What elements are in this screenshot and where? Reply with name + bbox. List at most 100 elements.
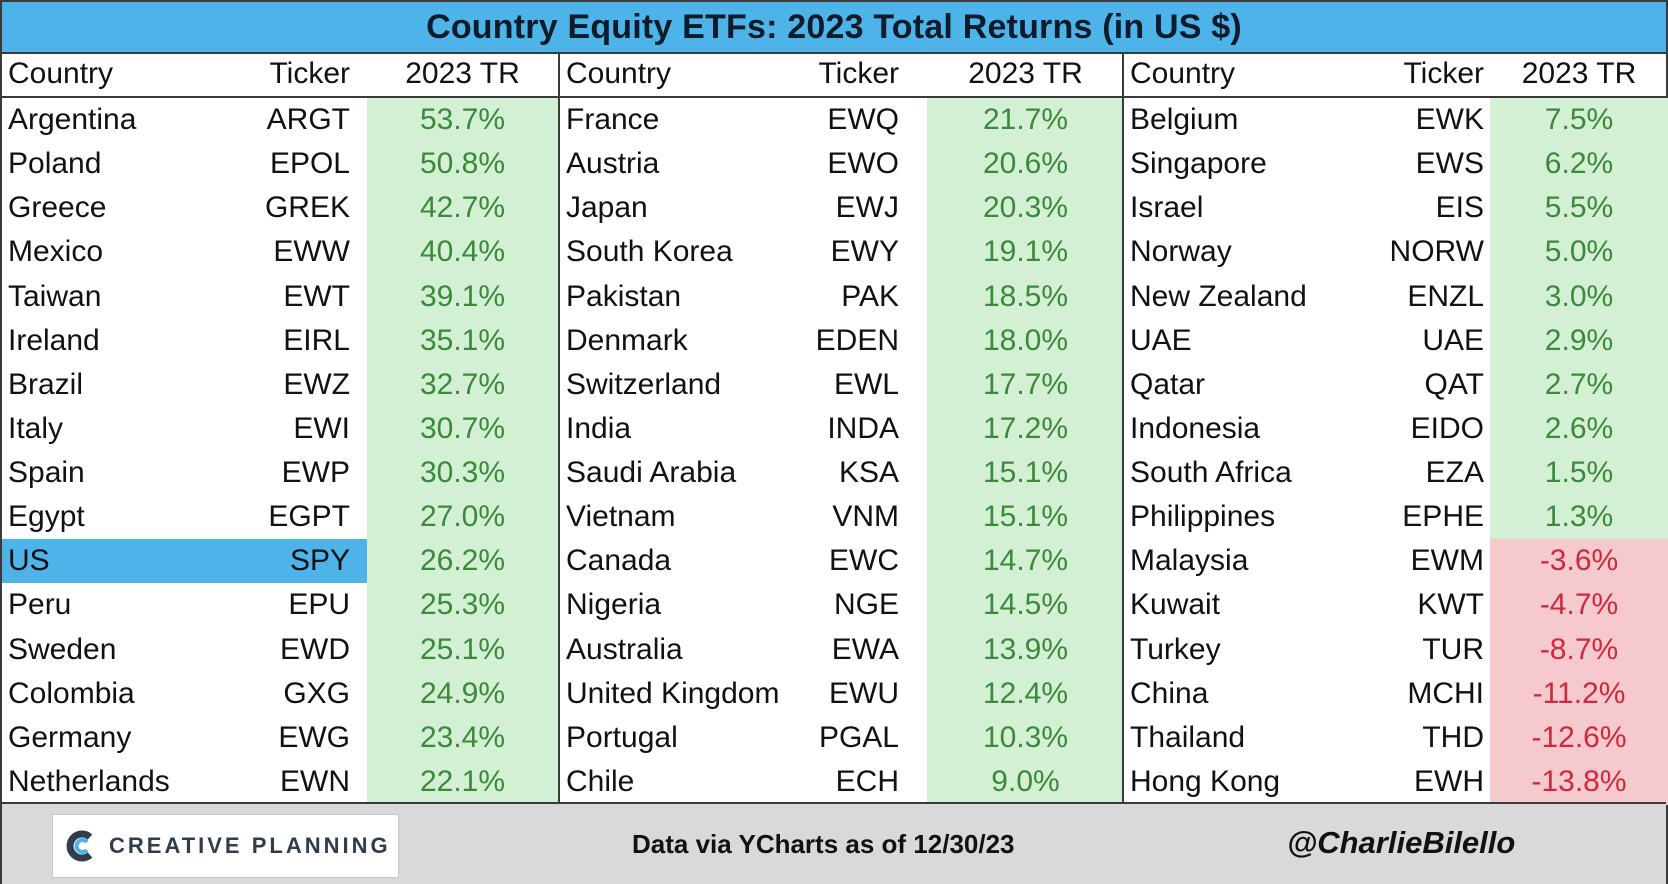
return-value: 7.5% [1544, 103, 1614, 136]
ticker-symbol: EWL [833, 367, 899, 401]
return-value: 25.1% [419, 632, 506, 666]
source-note: Data via YCharts as of 12/30/23 [632, 829, 1015, 859]
ticker-symbol: PAK [841, 279, 899, 313]
return-value: 18.5% [982, 279, 1069, 313]
return-cell-fill [367, 539, 558, 584]
return-cell-fill [1490, 142, 1668, 187]
ticker-symbol: ENZL [1407, 279, 1484, 313]
ticker-symbol: EWD [280, 632, 350, 666]
column-header-row: Country Ticker 2023 TR [2, 54, 558, 98]
ticker-symbol: EZA [1425, 456, 1484, 489]
return-value: 2.6% [1544, 411, 1614, 445]
country-name: Netherlands [8, 764, 170, 798]
return-cell-fill [927, 274, 1124, 320]
return-cell-fill [927, 142, 1124, 187]
country-name: South Africa [1130, 456, 1292, 489]
country-name: Argentina [8, 103, 137, 136]
return-cell-fill [367, 142, 558, 187]
return-value: 30.7% [419, 411, 506, 445]
header-ticker: Ticker [1403, 57, 1484, 90]
country-name: Belgium [1130, 103, 1239, 136]
country-name: Hong Kong [1130, 764, 1281, 798]
country-name: UAE [1130, 323, 1192, 357]
return-cell-fill [927, 230, 1124, 275]
return-cell-fill [927, 186, 1124, 231]
ticker-symbol: EPOL [269, 147, 350, 181]
return-cell-fill [1490, 759, 1668, 805]
ticker-symbol: QAT [1424, 367, 1484, 401]
ticker-symbol: EWN [280, 764, 350, 798]
country-name: Greece [8, 191, 107, 225]
country-name: Egypt [8, 500, 85, 534]
return-cell-fill [1490, 98, 1668, 143]
return-value: -11.2% [1532, 676, 1626, 710]
ticker-symbol: EDEN [815, 323, 899, 357]
return-value: 1.3% [1544, 500, 1614, 534]
return-value: 27.0% [419, 500, 506, 534]
ticker-symbol: EWM [1410, 544, 1484, 578]
country-name: Australia [566, 632, 683, 666]
ticker-symbol: EWW [273, 235, 350, 269]
ticker-symbol: INDA [827, 411, 899, 445]
header-country: Country [566, 57, 672, 90]
country-name: Ireland [8, 323, 100, 357]
ticker-symbol: EWK [1415, 103, 1484, 136]
return-value: 40.4% [419, 235, 506, 269]
ticker-symbol: NORW [1389, 235, 1484, 269]
country-name: Pakistan [566, 279, 682, 313]
return-value: 14.5% [982, 588, 1069, 622]
return-cell-fill [927, 627, 1124, 673]
return-cell-fill [367, 406, 558, 452]
title-bar: Country Equity ETFs: 2023 Total Returns … [2, 2, 1666, 54]
return-cell-fill [927, 759, 1124, 805]
ticker-symbol: EGPT [268, 500, 350, 534]
return-cell-fill [367, 362, 558, 408]
ticker-symbol: EPHE [1402, 500, 1484, 534]
return-cell-fill [927, 539, 1124, 584]
ticker-symbol: EWA [831, 632, 899, 666]
return-value: -12.6% [1531, 720, 1627, 754]
ticker-symbol: EIRL [283, 323, 350, 357]
return-value: 18.0% [982, 323, 1069, 357]
return-cell-fill [367, 495, 558, 540]
return-cell-fill [367, 230, 558, 275]
return-value: 19.1% [982, 235, 1069, 269]
return-value: 23.4% [419, 720, 506, 754]
return-value: 6.2% [1544, 147, 1614, 181]
logo-text: CREATIVE PLANNING [109, 833, 391, 858]
country-name: Norway [1130, 235, 1232, 269]
country-name: Nigeria [566, 588, 662, 622]
return-cell-fill [367, 186, 558, 231]
author-handle: @CharlieBilello [1287, 825, 1516, 860]
country-name: New Zealand [1130, 279, 1307, 313]
return-value: 26.2% [419, 544, 506, 578]
return-cell-fill [1490, 230, 1668, 275]
return-value: 1.5% [1544, 456, 1614, 489]
return-cell-fill [927, 406, 1124, 452]
country-name: Vietnam [566, 500, 676, 534]
header-ticker: Ticker [269, 57, 350, 90]
ticker-symbol: GREK [264, 191, 350, 225]
ticker-symbol: EWQ [827, 103, 899, 136]
column-header-row: Country Ticker 2023 TR [560, 54, 1124, 98]
return-value: 5.0% [1544, 235, 1614, 269]
country-name: Colombia [8, 676, 135, 710]
return-cell-fill [1490, 406, 1668, 452]
country-name: Philippines [1130, 500, 1276, 534]
ticker-symbol: NGE [833, 588, 899, 622]
ticker-symbol: VNM [832, 500, 899, 534]
country-name: Qatar [1130, 367, 1206, 401]
ticker-symbol: EPU [288, 588, 350, 622]
return-value: 13.9% [982, 632, 1069, 666]
return-cell-fill [927, 318, 1124, 364]
ticker-symbol: EWJ [835, 191, 899, 225]
return-cell-fill [367, 451, 558, 496]
return-cell-fill [927, 362, 1124, 408]
creative-planning-logo: CREATIVE PLANNING [52, 814, 399, 878]
return-cell-fill [367, 274, 558, 320]
table-panel-2: Country Ticker 2023 TR France EWQ 21.7% Austri… [558, 54, 1124, 805]
country-name: Poland [8, 147, 102, 181]
return-value: 30.3% [419, 456, 506, 489]
ticker-symbol: THD [1422, 720, 1484, 754]
